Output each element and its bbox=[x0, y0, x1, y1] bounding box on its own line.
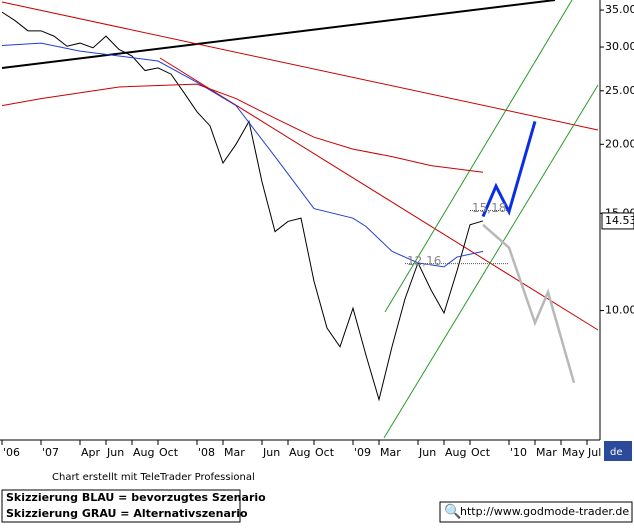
y-tick-label: 30.00 bbox=[605, 40, 634, 53]
trendline bbox=[1, 1, 599, 131]
x-tick-label: Oct bbox=[471, 446, 491, 459]
trendline bbox=[384, 0, 573, 313]
x-tick-label: Aug bbox=[445, 446, 466, 459]
annotation-label: 12,16 bbox=[407, 254, 441, 268]
x-tick-label: Aug bbox=[133, 446, 154, 459]
x-tick-label: '09 bbox=[354, 446, 371, 459]
icon-text: de bbox=[610, 447, 623, 458]
note: Skizzierung GRAU = Alternativszenario bbox=[6, 507, 248, 520]
last-value-label: 14.53 bbox=[605, 214, 634, 227]
note: Skizzierung BLAU = bevorzugtes Szenario bbox=[6, 491, 266, 504]
series-line bbox=[481, 121, 537, 218]
x-tick-label: May bbox=[562, 446, 585, 459]
y-tick-label: 10.00 bbox=[605, 304, 634, 317]
source: http://www.godmode-trader.de bbox=[460, 505, 629, 518]
x-tick-label: Jun bbox=[106, 446, 124, 459]
y-tick-label: 35.00 bbox=[605, 3, 634, 16]
x-tick-label: Apr bbox=[81, 446, 101, 459]
annotation-label: 15,18 bbox=[472, 201, 506, 215]
series-line bbox=[1, 42, 484, 268]
x-tick-label: '07 bbox=[42, 446, 59, 459]
y-tick-label: 20.00 bbox=[605, 137, 634, 150]
x-tick-label: Mar bbox=[536, 446, 557, 459]
source-box bbox=[439, 501, 633, 523]
x-tick-label: Aug bbox=[289, 446, 310, 459]
series-line bbox=[482, 223, 576, 384]
x-tick-label: Jul bbox=[587, 446, 601, 459]
last-value-box bbox=[601, 212, 634, 230]
trendline bbox=[383, 84, 599, 439]
x-tick-label: Oct bbox=[315, 446, 335, 459]
x-tick-label: Jun bbox=[262, 446, 280, 459]
series-line bbox=[1, 83, 484, 173]
icon-bg bbox=[604, 441, 632, 461]
x-tick-label: Oct bbox=[159, 446, 179, 459]
x-tick-label: '08 bbox=[198, 446, 215, 459]
y-tick-label: 25.00 bbox=[605, 84, 634, 97]
x-tick-label: Mar bbox=[380, 446, 401, 459]
series-line bbox=[1, 11, 484, 402]
notes-box: Skizzierung BLAU = bevorzugtes Szenario … bbox=[1, 489, 266, 523]
footnote: Chart erstellt mit TeleTrader Profession… bbox=[52, 472, 255, 483]
source-icon: 🔍 bbox=[444, 502, 461, 520]
x-tick-label: '06 bbox=[3, 446, 20, 459]
notes-border bbox=[1, 489, 241, 523]
x-tick-label: Mar bbox=[224, 446, 245, 459]
x-tick-label: '10 bbox=[510, 446, 527, 459]
trendline bbox=[1, 0, 556, 69]
x-tick-label: Jun bbox=[418, 446, 436, 459]
corner-icon: de bbox=[604, 441, 632, 461]
